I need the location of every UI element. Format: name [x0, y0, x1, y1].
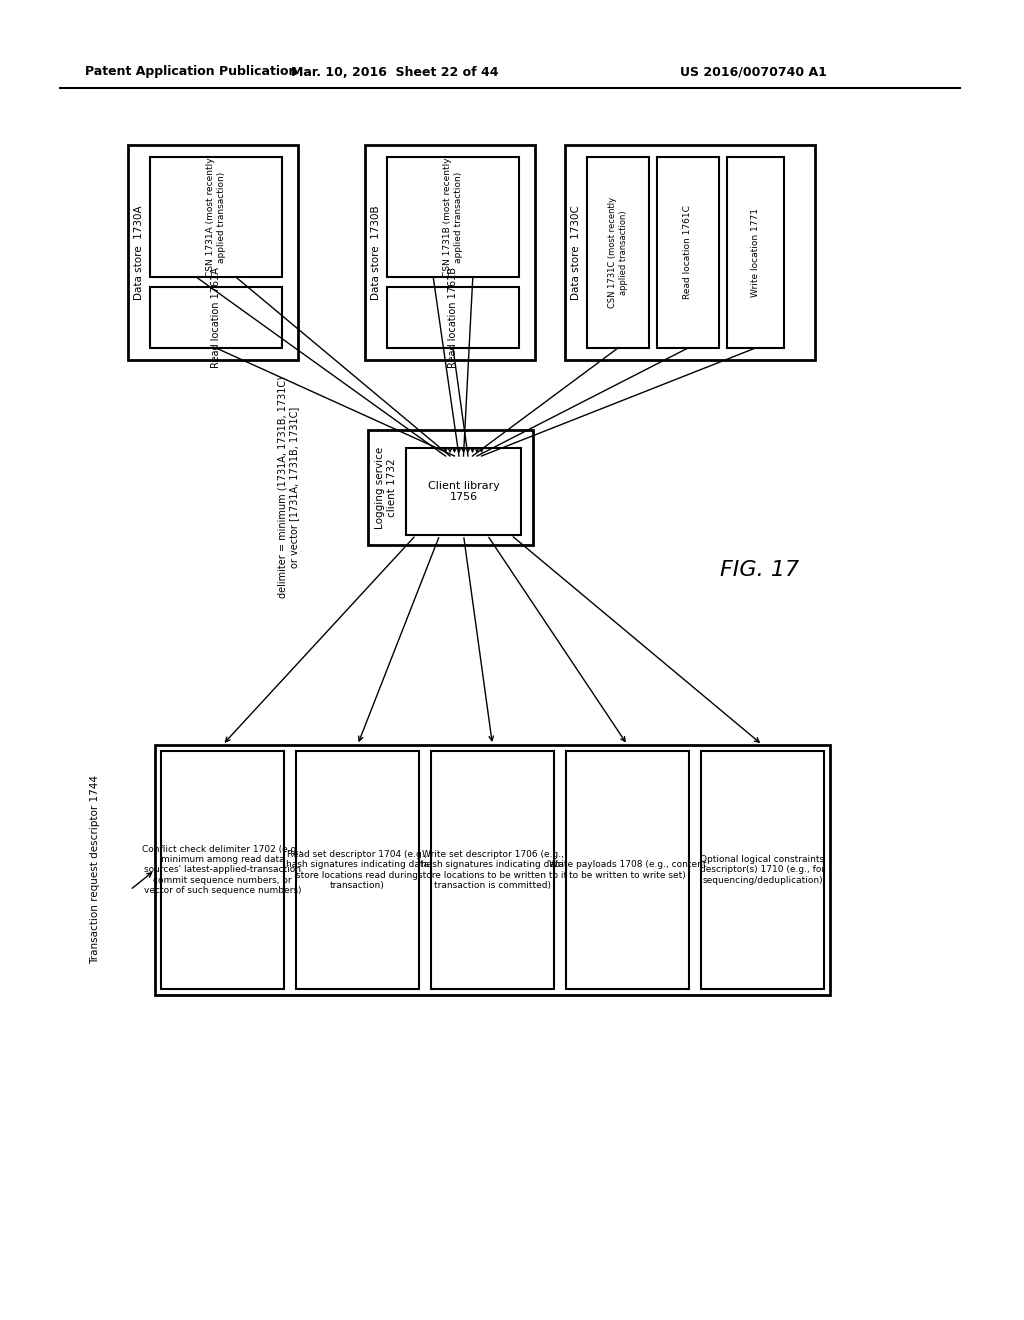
- Text: Optional logical constraints
descriptor(s) 1710 (e.g., for
sequencing/deduplicat: Optional logical constraints descriptor(…: [700, 855, 825, 884]
- Text: US 2016/0070740 A1: US 2016/0070740 A1: [680, 66, 826, 78]
- Bar: [161, 751, 284, 989]
- Bar: [657, 157, 719, 348]
- Text: Data store  1730C: Data store 1730C: [571, 205, 581, 300]
- Bar: [701, 751, 824, 989]
- Bar: [587, 157, 649, 348]
- Bar: [365, 145, 535, 360]
- Bar: [565, 145, 815, 360]
- Bar: [406, 447, 521, 535]
- Bar: [296, 751, 419, 989]
- Text: Data store  1730B: Data store 1730B: [371, 205, 381, 300]
- Text: Read location 1761B: Read location 1761B: [449, 267, 458, 368]
- Bar: [150, 157, 282, 277]
- Text: Logging service
client 1732: Logging service client 1732: [375, 446, 397, 528]
- Text: Read location 1761A: Read location 1761A: [211, 267, 221, 368]
- Text: Write location 1771: Write location 1771: [751, 209, 760, 297]
- Text: FIG. 17: FIG. 17: [721, 560, 800, 579]
- Text: Read location 1761C: Read location 1761C: [683, 206, 692, 300]
- Bar: [387, 286, 519, 348]
- Bar: [387, 157, 519, 277]
- Text: Client library
1756: Client library 1756: [428, 480, 500, 503]
- Text: CSN 1731C (most recently
applied transaction): CSN 1731C (most recently applied transac…: [608, 197, 628, 308]
- Text: Patent Application Publication: Patent Application Publication: [85, 66, 297, 78]
- Text: CSN 1731A (most recently
applied transaction): CSN 1731A (most recently applied transac…: [206, 157, 225, 277]
- Text: delimiter = minimum (1731A, 1731B, 1731C)
or vector [1731A, 1731B, 1731C]: delimiter = minimum (1731A, 1731B, 1731C…: [278, 376, 299, 598]
- Bar: [155, 744, 830, 995]
- Text: Write set descriptor 1706 (e.g.,
hash signatures indicating data
store locations: Write set descriptor 1706 (e.g., hash si…: [418, 850, 567, 890]
- Text: Conflict check delimiter 1702 (e.g.,
minimum among read data
sources' latest-app: Conflict check delimiter 1702 (e.g., min…: [142, 845, 302, 895]
- Bar: [566, 751, 689, 989]
- Bar: [368, 430, 534, 545]
- Text: CSN 1731B (most recently
applied transaction): CSN 1731B (most recently applied transac…: [443, 157, 463, 277]
- Text: Read set descriptor 1704 (e.g.,
hash signatures indicating data
store locations : Read set descriptor 1704 (e.g., hash sig…: [286, 850, 429, 890]
- Text: Data store  1730A: Data store 1730A: [134, 205, 144, 300]
- Bar: [431, 751, 554, 989]
- Bar: [150, 286, 282, 348]
- Text: Mar. 10, 2016  Sheet 22 of 44: Mar. 10, 2016 Sheet 22 of 44: [291, 66, 499, 78]
- Text: Transaction request descriptor 1744: Transaction request descriptor 1744: [90, 776, 100, 965]
- Bar: [128, 145, 298, 360]
- Bar: [727, 157, 784, 348]
- Text: Write payloads 1708 (e.g., content
to be written to write set): Write payloads 1708 (e.g., content to be…: [549, 861, 707, 879]
